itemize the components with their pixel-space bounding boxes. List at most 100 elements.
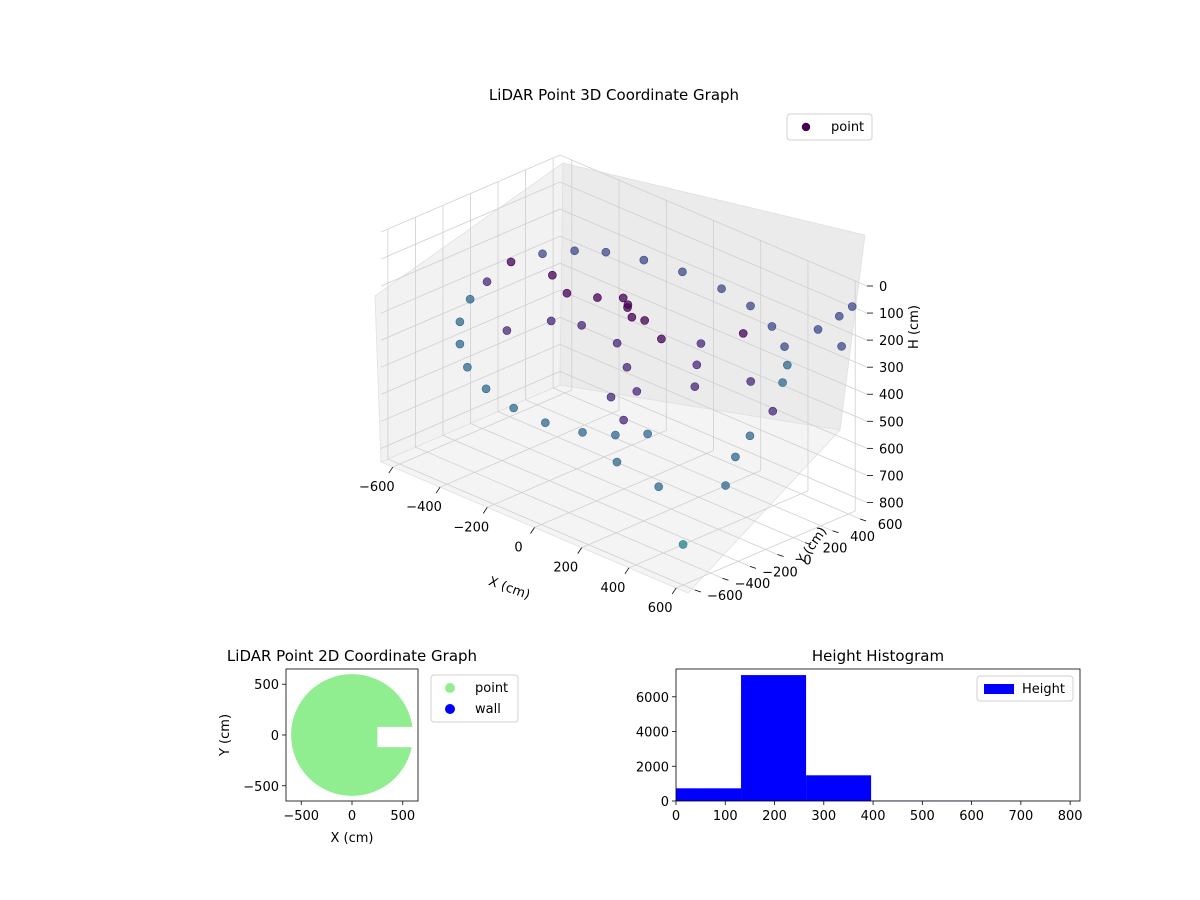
z-tick-label-3d-0: 0 — [879, 280, 887, 295]
y-tick-label-2d-0: −500 — [243, 780, 279, 795]
plot-area-2d — [291, 674, 418, 796]
legend-histogram-swatch — [984, 684, 1014, 694]
grid-3d — [380, 154, 868, 591]
ticks-2d: −500 0 500 −500 0 500 — [243, 678, 415, 824]
grid-3d-z-4 — [380, 262, 868, 395]
point-3d-26 — [692, 360, 702, 370]
scatter-2d-points — [291, 674, 413, 796]
legend-3d: point — [786, 113, 873, 141]
ticks-histogram: 0 100 200 300 400 500 600 700 800 0 2000 4000 6000 — [636, 691, 1083, 824]
x-tick-mark-3d-6 — [671, 587, 677, 595]
histogram-bars — [676, 675, 1067, 801]
x-tick-label-hist-8: 800 — [1058, 809, 1083, 824]
y-tick-label-2d-1: 0 — [271, 729, 279, 744]
z-tick-label-3d-1: 100 — [879, 307, 904, 322]
point-3d-10 — [570, 246, 579, 256]
point-3d-51 — [612, 457, 622, 467]
point-3d-50 — [481, 384, 491, 394]
y-tick-label-3d-3: 0 — [803, 554, 811, 569]
x-tick-mark-3d-1 — [435, 486, 441, 494]
x-tick-mark-3d-5 — [624, 567, 630, 575]
grid-3d-y-0 — [387, 458, 696, 591]
x-tick-mark-3d-0 — [388, 466, 394, 474]
point-3d-37 — [622, 362, 632, 372]
histogram-title: Height Histogram — [812, 647, 944, 665]
legend-2d-swatch-point — [445, 683, 455, 693]
point-3d-28 — [623, 303, 632, 312]
x-tick-label-2d-2: 500 — [390, 809, 415, 824]
grid-3d-y-3 — [470, 423, 778, 555]
x-tick-label-3d-4: 200 — [553, 561, 578, 576]
x-tick-label-2d-1: 0 — [348, 809, 356, 824]
x-tick-mark-3d-3 — [530, 527, 535, 534]
x-axis-label-2d: X (cm) — [331, 831, 374, 846]
grid-3d-y-4 — [497, 411, 806, 544]
grid-3d-z-1 — [380, 181, 868, 314]
y-tick-mark-3d-1 — [722, 577, 729, 581]
point-3d-14 — [538, 249, 547, 259]
grid-3d-y-6 — [552, 387, 861, 520]
legend-3d-label-point: point — [831, 120, 864, 135]
grid-3d-y-5 — [525, 399, 833, 532]
point-3d-3 — [746, 301, 755, 311]
point-3d-29 — [627, 312, 637, 322]
z-tick-label-3d-4: 400 — [879, 388, 904, 403]
point-3d-32 — [577, 321, 586, 330]
point-3d-27 — [618, 293, 628, 303]
x-tick-label-2d-0: −500 — [283, 809, 319, 824]
y-tick-label-hist-1: 2000 — [636, 760, 669, 775]
y-tick-mark-3d-2 — [749, 565, 757, 569]
legend-2d-swatch-wall — [445, 704, 455, 714]
point-3d-39 — [632, 387, 642, 396]
grid-3d-z-5 — [380, 289, 868, 422]
chart-2d-title: LiDAR Point 2D Coordinate Graph — [227, 647, 477, 665]
y-tick-label-3d-5: 400 — [850, 530, 875, 545]
y-tick-label-hist-2: 4000 — [636, 726, 669, 741]
y-tick-label-hist-3: 6000 — [636, 691, 669, 706]
y-tick-label-3d-4: 200 — [823, 542, 848, 557]
point-3d-11 — [738, 329, 748, 338]
x-tick-label-hist-3: 300 — [811, 809, 836, 824]
point-3d-1 — [678, 267, 687, 277]
legend-2d-label-point: point — [475, 681, 508, 696]
chart-3d: LiDAR Point 3D Coordinate Graph −600−400… — [359, 86, 922, 616]
legend-3d-swatch-point — [801, 122, 811, 132]
point-3d-34 — [745, 431, 755, 441]
point-3d-36 — [465, 294, 475, 304]
z-axis-label-3d: H (cm) — [907, 305, 922, 349]
x-tick-mark-3d-2 — [482, 507, 488, 514]
pane-floor — [379, 384, 841, 594]
y-tick-mark-3d-3 — [777, 554, 784, 557]
ticks-3d: −600−400−2000200400600−600−400−200020040… — [359, 280, 904, 616]
grid-3d-z-7 — [380, 343, 868, 476]
y-tick-label-3d-6: 600 — [878, 518, 903, 533]
grid-3d-z-2 — [380, 208, 868, 341]
point-3d-18 — [746, 377, 756, 386]
x-tick-label-3d-3: 0 — [514, 541, 522, 556]
y-axis-label-2d: Y (cm) — [218, 714, 233, 757]
x-tick-label-3d-2: −200 — [453, 520, 489, 535]
point-3d-8 — [834, 311, 844, 321]
z-tick-label-3d-5: 500 — [879, 415, 904, 430]
z-tick-label-3d-7: 700 — [879, 469, 904, 484]
y-tick-mark-3d-6 — [859, 518, 867, 522]
point-3d-12 — [783, 360, 792, 370]
point-3d-42 — [606, 392, 616, 402]
point-3d-25 — [657, 334, 666, 344]
chart-histogram: Height Histogram 0 100 200 300 400 500 600 700 8… — [636, 647, 1083, 824]
x-tick-label-hist-0: 0 — [672, 809, 680, 824]
point-3d-40 — [502, 326, 512, 335]
x-tick-label-hist-7: 700 — [1008, 809, 1033, 824]
point-3d-16 — [696, 339, 706, 348]
point-3d-15 — [778, 378, 787, 387]
point-3d-48 — [654, 482, 663, 491]
y-tick-label-hist-0: 0 — [661, 795, 669, 810]
x-tick-label-3d-6: 600 — [648, 601, 673, 616]
axes-frame-histogram — [675, 668, 1081, 802]
points-3d — [455, 246, 857, 549]
point-3d-7 — [601, 247, 611, 257]
z-tick-label-3d-3: 300 — [879, 361, 904, 376]
x-tick-label-hist-6: 600 — [959, 809, 984, 824]
scatter-2d-gap — [377, 726, 418, 748]
histogram-bar-2 — [806, 775, 872, 801]
